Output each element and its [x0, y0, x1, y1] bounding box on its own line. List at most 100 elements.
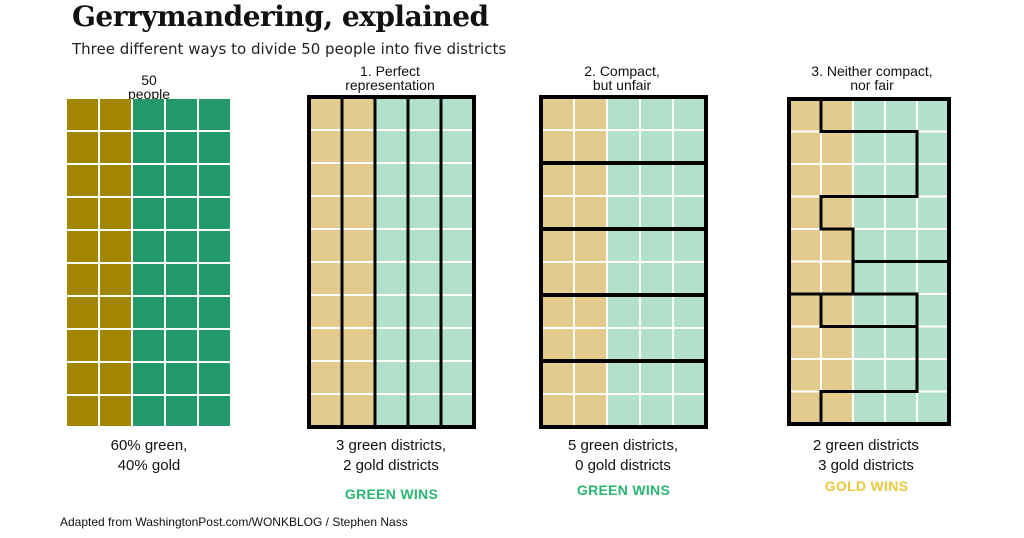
- green-person: [374, 261, 409, 296]
- gold-person: [100, 330, 131, 361]
- green-person: [133, 99, 164, 130]
- gold-person: [308, 228, 343, 263]
- gold-person: [573, 195, 608, 230]
- green-person: [916, 163, 950, 198]
- green-person: [407, 360, 442, 395]
- green-person: [852, 130, 886, 165]
- gold-person: [540, 228, 575, 263]
- gold-person: [341, 393, 376, 428]
- green-person: [374, 129, 409, 164]
- green-person: [916, 390, 950, 425]
- gold-person: [100, 99, 131, 130]
- gold-person: [540, 393, 575, 428]
- green-person: [672, 360, 707, 395]
- green-person: [440, 393, 475, 428]
- gold-person: [573, 162, 608, 197]
- green-person: [440, 327, 475, 362]
- green-person: [884, 293, 918, 328]
- green-person: [672, 261, 707, 296]
- gold-person: [100, 231, 131, 262]
- gold-person: [820, 390, 854, 425]
- gold-person: [100, 165, 131, 196]
- gold-person: [540, 162, 575, 197]
- green-person: [639, 261, 674, 296]
- green-person: [374, 360, 409, 395]
- gold-person: [540, 129, 575, 164]
- gold-person: [100, 264, 131, 295]
- green-person: [199, 396, 230, 426]
- gold-person: [788, 98, 822, 133]
- gold-person: [788, 228, 822, 263]
- panel-label-compact: 2. Compact, but unfair: [532, 64, 712, 92]
- green-person: [374, 294, 409, 329]
- green-person: [672, 294, 707, 329]
- gold-person: [788, 260, 822, 295]
- gold-person: [540, 96, 575, 131]
- green-person: [440, 162, 475, 197]
- green-person: [133, 165, 164, 196]
- caption-line: 0 gold districts: [575, 457, 671, 474]
- gold-person: [820, 260, 854, 295]
- gold-person: [788, 195, 822, 230]
- gold-person: [67, 165, 98, 196]
- gold-person: [820, 293, 854, 328]
- green-person: [672, 96, 707, 131]
- gold-person: [341, 96, 376, 131]
- green-person: [639, 294, 674, 329]
- gold-person: [540, 261, 575, 296]
- green-person: [374, 228, 409, 263]
- green-person: [133, 132, 164, 163]
- green-person: [166, 264, 197, 295]
- gold-person: [100, 198, 131, 229]
- green-person: [639, 393, 674, 428]
- green-person: [606, 261, 641, 296]
- gold-person: [573, 393, 608, 428]
- green-person: [166, 396, 197, 426]
- green-person: [407, 228, 442, 263]
- green-person: [199, 297, 230, 328]
- panel-label-line: representation: [345, 77, 435, 93]
- green-person: [884, 390, 918, 425]
- green-person: [639, 360, 674, 395]
- panel-label-line: 3. Neither compact,: [811, 63, 933, 79]
- caption-perfect: 3 green districts, 2 gold districts: [291, 436, 491, 476]
- panel-label-population: 50 people: [99, 73, 199, 101]
- district-map-perfect: [307, 95, 476, 429]
- green-person: [440, 294, 475, 329]
- green-person: [639, 195, 674, 230]
- caption-line: 3 green districts,: [335, 437, 447, 454]
- green-person: [916, 98, 950, 133]
- gold-person: [67, 330, 98, 361]
- green-person: [133, 396, 164, 426]
- green-person: [916, 130, 950, 165]
- gold-person: [788, 358, 822, 393]
- map-outline: [787, 97, 951, 426]
- green-person: [606, 195, 641, 230]
- gold-person: [100, 132, 131, 163]
- caption-line: 60% green,: [110, 437, 188, 454]
- green-person: [606, 294, 641, 329]
- gold-person: [308, 162, 343, 197]
- district-map-gerrymandered: [787, 97, 951, 426]
- green-person: [852, 260, 886, 295]
- panel-label-line: but unfair: [592, 77, 652, 93]
- green-person: [133, 330, 164, 361]
- green-person: [440, 261, 475, 296]
- district-map-compact: [539, 95, 708, 429]
- green-person: [440, 129, 475, 164]
- green-person: [916, 260, 950, 295]
- green-person: [407, 129, 442, 164]
- green-person: [852, 358, 886, 393]
- panel-label-line: 2. Compact,: [584, 63, 660, 79]
- caption-line: 2 gold districts: [343, 457, 439, 474]
- gold-person: [341, 261, 376, 296]
- gold-person: [573, 261, 608, 296]
- gold-person: [341, 294, 376, 329]
- green-person: [199, 198, 230, 229]
- gold-person: [788, 325, 822, 360]
- gold-person: [788, 293, 822, 328]
- gold-person: [540, 195, 575, 230]
- green-person: [440, 228, 475, 263]
- gold-person: [67, 198, 98, 229]
- gold-person: [308, 195, 343, 230]
